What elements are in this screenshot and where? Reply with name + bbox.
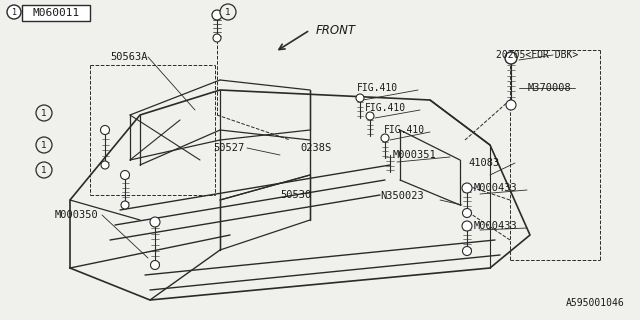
Text: M000350: M000350 (55, 210, 99, 220)
Text: M060011: M060011 (33, 8, 79, 18)
Circle shape (463, 246, 472, 255)
Text: M000433: M000433 (474, 183, 518, 193)
Circle shape (101, 161, 109, 169)
Circle shape (100, 125, 109, 134)
Circle shape (36, 105, 52, 121)
Circle shape (7, 5, 21, 19)
Circle shape (462, 183, 472, 193)
Circle shape (506, 100, 516, 110)
Circle shape (366, 112, 374, 120)
Circle shape (381, 134, 389, 142)
Circle shape (36, 137, 52, 153)
Text: 1: 1 (41, 165, 47, 174)
Text: 1: 1 (41, 108, 47, 117)
Text: 50527: 50527 (213, 143, 244, 153)
Text: 1: 1 (41, 140, 47, 149)
Circle shape (120, 171, 129, 180)
Circle shape (505, 52, 517, 64)
Text: M000433: M000433 (474, 221, 518, 231)
Text: N350023: N350023 (380, 191, 424, 201)
Circle shape (462, 221, 472, 231)
Text: 20205<FOR DBK>: 20205<FOR DBK> (496, 50, 579, 60)
Circle shape (150, 260, 159, 269)
Text: FIG.410: FIG.410 (357, 83, 398, 93)
Text: 1: 1 (225, 7, 231, 17)
Text: 50563A: 50563A (110, 52, 147, 62)
Circle shape (356, 94, 364, 102)
Text: M000351: M000351 (393, 150, 436, 160)
Circle shape (463, 209, 472, 218)
Circle shape (212, 10, 222, 20)
Text: 41083: 41083 (468, 158, 499, 168)
Text: FIG.410: FIG.410 (365, 103, 406, 113)
Text: M370008: M370008 (528, 83, 572, 93)
Text: A595001046: A595001046 (566, 298, 625, 308)
Text: FRONT: FRONT (316, 23, 356, 36)
Circle shape (36, 162, 52, 178)
Text: 0238S: 0238S (300, 143, 332, 153)
Circle shape (213, 34, 221, 42)
Text: FIG.410: FIG.410 (384, 125, 425, 135)
Text: 50530: 50530 (280, 190, 311, 200)
Circle shape (121, 201, 129, 209)
Circle shape (220, 4, 236, 20)
Circle shape (150, 217, 160, 227)
FancyBboxPatch shape (22, 5, 90, 21)
Text: 1: 1 (12, 7, 17, 17)
